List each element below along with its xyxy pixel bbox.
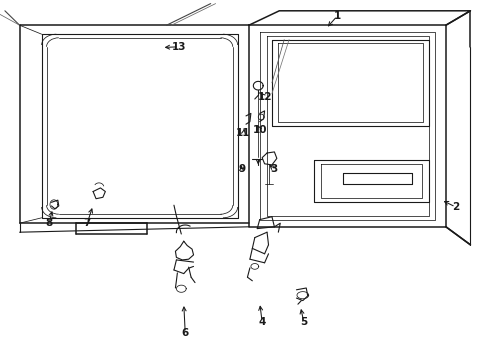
Text: 1: 1 — [334, 11, 341, 21]
Text: 13: 13 — [172, 42, 186, 52]
Text: 8: 8 — [46, 218, 52, 228]
Text: 2: 2 — [452, 202, 459, 212]
Text: 5: 5 — [300, 317, 307, 327]
Text: 4: 4 — [258, 317, 266, 327]
Text: 10: 10 — [252, 125, 267, 135]
Text: 6: 6 — [182, 328, 189, 338]
Text: 3: 3 — [271, 164, 278, 174]
Text: 7: 7 — [83, 218, 91, 228]
Text: 11: 11 — [236, 128, 251, 138]
Text: 12: 12 — [257, 92, 272, 102]
Text: 9: 9 — [238, 164, 245, 174]
